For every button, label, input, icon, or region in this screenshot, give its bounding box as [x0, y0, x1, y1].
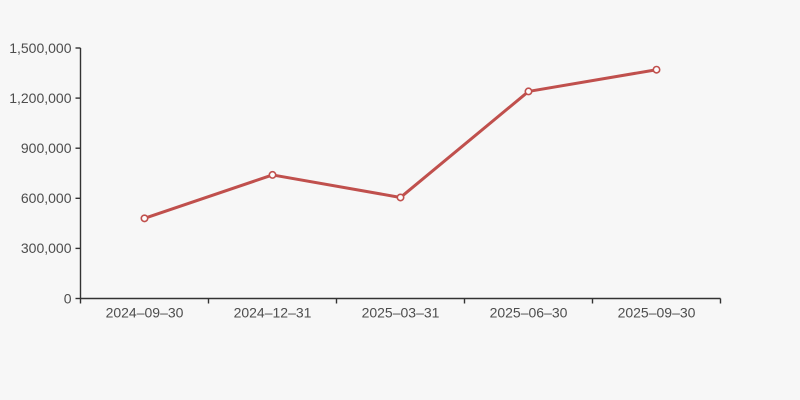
x-axis-label: 2024–12–31: [234, 305, 312, 321]
x-axis-label: 2024–09–30: [106, 305, 184, 321]
y-axis-label: 600,000: [21, 190, 72, 206]
y-axis-label: 900,000: [21, 140, 72, 156]
y-axis-label: 300,000: [21, 240, 72, 256]
x-axis-label: 2025–09–30: [618, 305, 696, 321]
data-point-marker[interactable]: [268, 170, 277, 179]
y-axis-label: 0: [64, 290, 72, 306]
data-point-marker[interactable]: [652, 65, 661, 74]
data-point-marker[interactable]: [396, 193, 405, 202]
data-point-marker[interactable]: [140, 214, 149, 223]
data-point-marker[interactable]: [524, 87, 533, 96]
x-axis-label: 2025–03–31: [362, 305, 440, 321]
y-axis-label: 1,500,000: [9, 40, 71, 56]
y-axis-label: 1,200,000: [9, 90, 71, 106]
x-axis-label: 2025–06–30: [490, 305, 568, 321]
